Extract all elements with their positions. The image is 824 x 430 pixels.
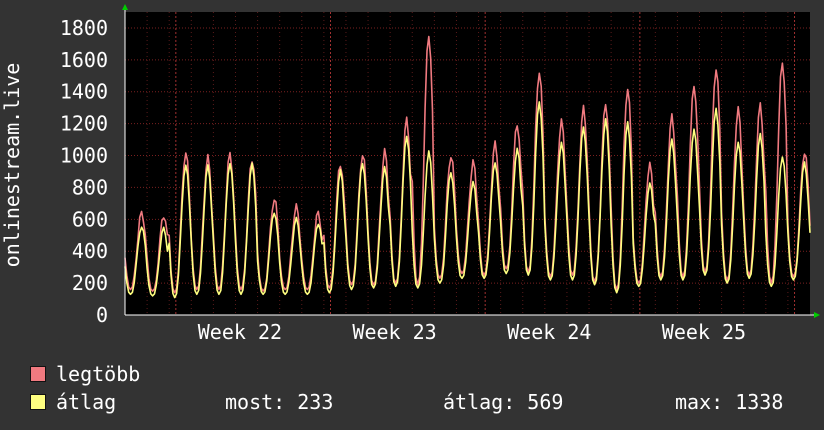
y-tick-label: 1000 (60, 144, 108, 168)
legend-swatch-avg (30, 394, 46, 410)
y-tick-label: 1800 (60, 16, 108, 40)
x-axis-arrow-icon (814, 312, 820, 318)
line-chart: 0 200 400 600 800 1000 1200 1400 1600 1800 Week 22… (0, 4, 820, 344)
y-tick-label: 800 (72, 175, 108, 199)
y-axis-label: onlinestream.live (0, 63, 24, 268)
x-tick-label: Week 25 (662, 320, 746, 344)
y-axis-arrow-icon (122, 4, 128, 10)
y-tick-label: 1600 (60, 48, 108, 72)
y-tick-label: 400 (72, 239, 108, 263)
series-line-avg (124, 101, 811, 299)
y-tick-label: 1400 (60, 80, 108, 104)
y-tick-label: 600 (72, 207, 108, 231)
legend-item-max: legtöbb (30, 362, 141, 386)
y-tick-label: 200 (72, 271, 108, 295)
stat-average: átlag: 569 (443, 390, 564, 414)
stat-max: max: 1338 (675, 390, 784, 414)
y-tick-label: 0 (96, 303, 108, 327)
x-tick-label: Week 24 (507, 320, 591, 344)
legend-label-avg: átlag (56, 390, 117, 414)
plot-area (125, 12, 810, 315)
x-tick-label: Week 22 (198, 320, 282, 344)
legend-swatch-max (30, 366, 46, 382)
stat-current: most: 233 (225, 390, 334, 414)
y-tick-label: 1200 (60, 112, 108, 136)
x-tick-label: Week 23 (352, 320, 436, 344)
legend-item-avg: átlag (30, 390, 117, 414)
legend-label-max: legtöbb (56, 362, 141, 386)
